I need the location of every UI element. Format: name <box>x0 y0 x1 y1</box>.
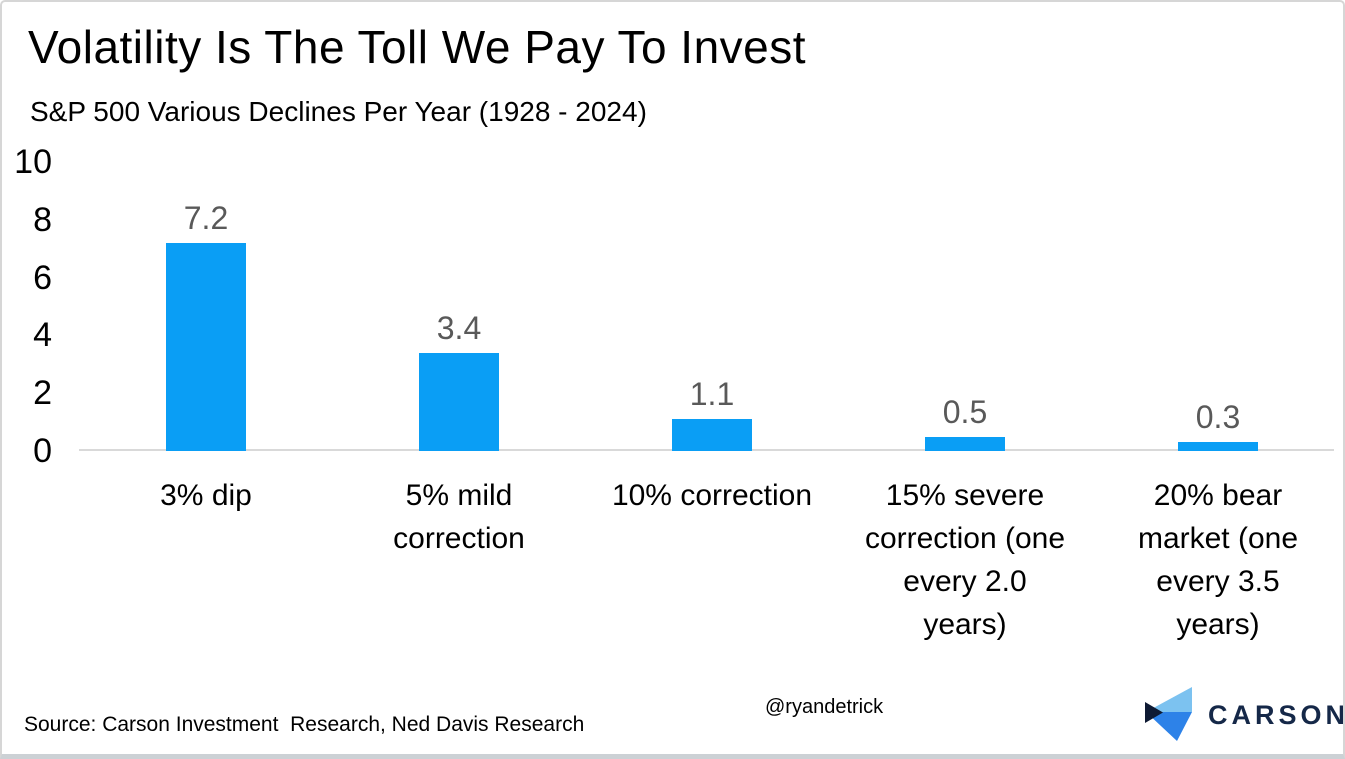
source-note: Source: Carson Investment Research, Ned … <box>24 713 585 736</box>
y-tick-label: 2 <box>33 374 52 413</box>
y-tick-label: 0 <box>33 432 52 470</box>
bar <box>672 419 752 451</box>
x-category-label: 3% dip <box>160 479 252 512</box>
bar <box>925 436 1005 451</box>
bar-value-label: 0.3 <box>1195 399 1241 436</box>
y-tick-label: 10 <box>14 143 52 181</box>
chart-title: Volatility Is The Toll We Pay To Invest <box>28 21 807 73</box>
x-category-label: 5% mild correction <box>393 479 525 555</box>
x-category-label: 15% severe correction (one every 2.0 years) <box>864 479 1066 641</box>
chart-subtitle: S&P 500 Various Declines Per Year (1928 … <box>30 96 647 127</box>
carson-logo: CARSON <box>1142 686 1345 744</box>
bar <box>166 242 246 451</box>
carson-logo-text: CARSON <box>1208 699 1345 730</box>
y-tick-label: 4 <box>33 316 52 355</box>
author-handle: @ryandetrick <box>765 696 884 718</box>
bar <box>419 352 499 451</box>
y-tick-label: 8 <box>33 200 52 239</box>
bar-value-label: 0.5 <box>942 393 988 430</box>
bar-value-label: 7.2 <box>183 199 229 236</box>
bar-value-label: 1.1 <box>689 376 735 413</box>
carson-logo-icon <box>1145 687 1192 741</box>
bar-value-label: 3.4 <box>436 309 482 346</box>
x-category-label: 20% bear market (one every 3.5 years) <box>1137 479 1299 641</box>
bar <box>1178 442 1258 451</box>
x-category-label: 10% correction <box>611 479 813 512</box>
y-tick-label: 6 <box>33 258 52 297</box>
